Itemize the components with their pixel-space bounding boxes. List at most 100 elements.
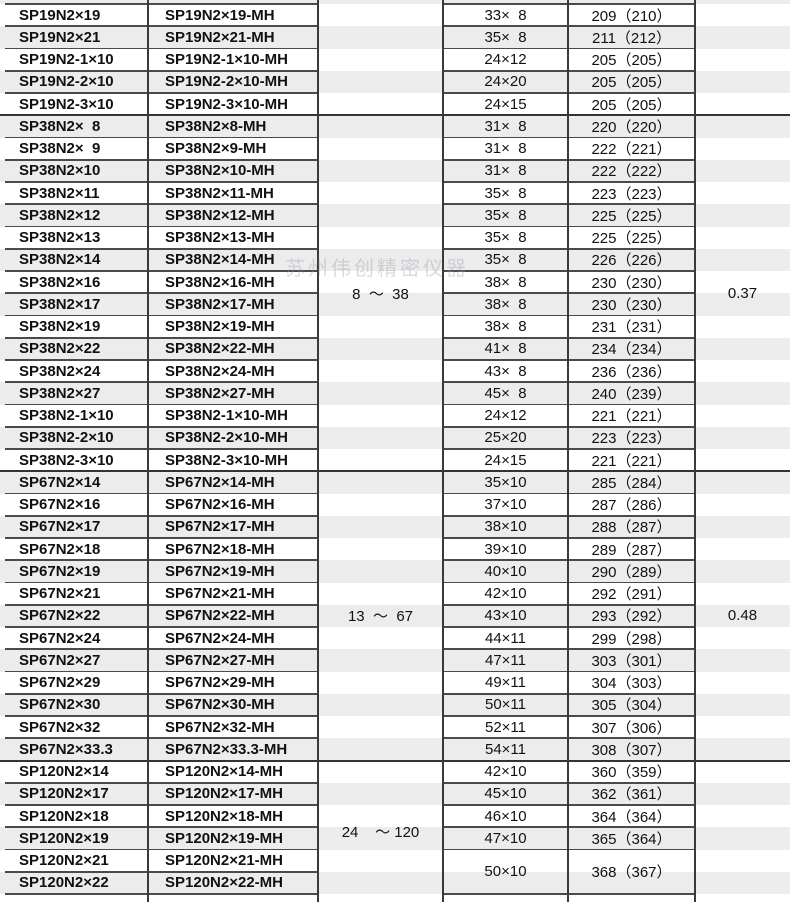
- row-border: [5, 603, 318, 606]
- weight: 365（364）: [591, 830, 672, 848]
- row-border: [5, 737, 318, 740]
- row-border: [443, 158, 695, 161]
- row-border: [5, 893, 318, 895]
- mh-part-number: SP67N2×14-MH: [165, 473, 275, 491]
- row-border: [5, 359, 318, 361]
- mh-part-number: SP67N2×27-MH: [165, 651, 275, 669]
- weight: 205（205）: [591, 52, 672, 70]
- row-border: [5, 336, 318, 339]
- dimension: 54×11: [484, 740, 526, 758]
- weight: 225（225）: [591, 207, 672, 225]
- row-stripe: [0, 693, 790, 716]
- mh-part-number: SP67N2×18-MH: [165, 540, 275, 558]
- weight: 364（364）: [591, 808, 672, 826]
- row-border: [443, 69, 695, 72]
- dimension: 40×10: [484, 562, 527, 580]
- measuring-range: 24 ～ 120: [341, 823, 420, 841]
- row-border: [443, 403, 695, 406]
- weight: 240（239）: [591, 385, 672, 403]
- row-stripe: [0, 26, 790, 49]
- part-number: SP67N2×18: [19, 540, 101, 558]
- column-divider: [317, 0, 319, 902]
- dimension: 50×11: [484, 696, 526, 714]
- row-stripe: [0, 782, 790, 805]
- weight: 308（307）: [591, 741, 672, 759]
- row-border: [5, 25, 318, 28]
- row-border: [5, 403, 318, 406]
- mh-part-number: SP67N2×29-MH: [165, 674, 275, 692]
- row-border: [5, 870, 318, 873]
- row-border: [443, 692, 695, 695]
- watermark: 苏州伟创精密仪器: [285, 258, 469, 280]
- row-border: [443, 203, 695, 206]
- weight: 226（226）: [591, 252, 672, 270]
- mh-part-number: SP38N2×8-MH: [165, 117, 267, 135]
- row-border: [5, 715, 318, 717]
- row-stripe: [0, 649, 790, 672]
- mh-part-number: SP38N2×19-MH: [165, 318, 275, 336]
- row-border: [443, 425, 695, 428]
- part-number: SP19N2-2×10: [19, 73, 114, 91]
- weight: 304（303）: [591, 675, 672, 693]
- mh-part-number: SP38N2×12-MH: [165, 206, 275, 224]
- row-border: [5, 203, 318, 206]
- mh-part-number: SP19N2-2×10-MH: [165, 73, 288, 91]
- row-stripe: [0, 426, 790, 449]
- part-number: SP38N2×14: [19, 251, 101, 269]
- part-number: SP38N2×22: [19, 340, 101, 358]
- row-border: [5, 559, 318, 562]
- group-separator: [0, 114, 790, 117]
- row-stripe: [0, 70, 790, 93]
- dimension: 38×10: [484, 518, 527, 536]
- row-stripe: [0, 204, 790, 227]
- mh-part-number: SP120N2×18-MH: [165, 807, 283, 825]
- weight: 303（301）: [591, 652, 672, 670]
- row-stripe: [0, 515, 790, 538]
- row-border: [5, 626, 318, 628]
- dimension: 47×10: [484, 829, 527, 847]
- row-border: [5, 270, 318, 272]
- resolution-value: [695, 761, 790, 902]
- part-number: SP38N2×19: [19, 318, 101, 336]
- part-number: SP120N2×14: [19, 763, 109, 781]
- weight: 289（287）: [591, 541, 672, 559]
- group-separator: [0, 470, 790, 473]
- dimension: 31× 8: [484, 140, 527, 158]
- part-number: SP38N2×13: [19, 229, 101, 247]
- part-number: SP67N2×21: [19, 585, 101, 603]
- mh-part-number: SP120N2×17-MH: [165, 785, 283, 803]
- row-border: [5, 670, 318, 673]
- dimension: 24×15: [484, 451, 527, 469]
- row-border: [443, 581, 695, 584]
- row-stripe: [0, 248, 790, 271]
- part-number: SP67N2×27: [19, 651, 101, 669]
- part-number: SP38N2×17: [19, 295, 101, 313]
- weight: 222（221）: [591, 141, 672, 159]
- dimension: 35× 8: [484, 229, 527, 247]
- dimension: 24×12: [484, 51, 527, 69]
- row-stripe: [0, 293, 790, 316]
- mh-part-number: SP19N2-3×10-MH: [165, 95, 288, 113]
- part-number: SP67N2×16: [19, 496, 101, 514]
- row-border: [443, 514, 695, 517]
- row-stripe: [0, 871, 790, 894]
- weight: 293（292）: [591, 608, 672, 626]
- mh-part-number: SP38N2×9-MH: [165, 140, 267, 158]
- mh-part-number: SP67N2×30-MH: [165, 696, 275, 714]
- row-border: [5, 225, 318, 228]
- weight: 368（367）: [591, 864, 672, 882]
- row-border: [5, 158, 318, 161]
- row-stripe: [0, 560, 790, 583]
- part-number: SP67N2×17: [19, 518, 101, 536]
- row-border: [443, 781, 695, 784]
- row-border: [443, 247, 695, 250]
- row-border: [443, 381, 695, 384]
- row-border: [443, 47, 695, 50]
- measuring-range: 8 ～ 38: [352, 285, 409, 303]
- mh-part-number: SP38N2×10-MH: [165, 162, 275, 180]
- dimension: 41× 8: [484, 340, 527, 358]
- part-number: SP38N2× 8: [19, 117, 101, 135]
- row-border: [5, 381, 318, 384]
- row-border: [443, 537, 695, 539]
- dimension: 35× 8: [484, 251, 527, 269]
